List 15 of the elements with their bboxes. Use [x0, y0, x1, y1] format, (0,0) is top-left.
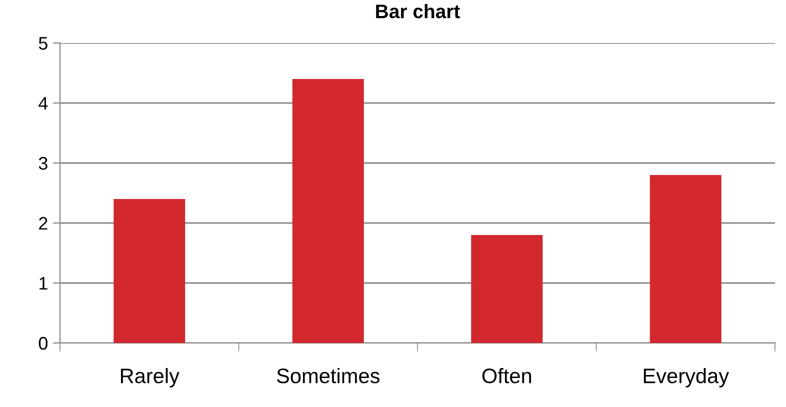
y-tick-label: 2: [39, 216, 48, 230]
x-tick-label: Rarely: [120, 368, 180, 388]
bar: [114, 199, 186, 343]
bar: [471, 235, 543, 343]
y-tick-label: 4: [38, 97, 48, 110]
chart-title: Bar chart: [376, 4, 460, 18]
x-tick-label: Sometimes: [276, 368, 380, 384]
y-tick-label: 0: [38, 336, 48, 350]
bar: [650, 175, 722, 343]
bar: [292, 79, 364, 343]
x-tick-label: Everyday: [644, 368, 730, 388]
y-tick-label: 5: [38, 37, 48, 50]
x-tick-label: Often: [482, 368, 531, 384]
y-tick-label: 1: [40, 277, 48, 290]
y-tick-label: 3: [38, 156, 48, 170]
